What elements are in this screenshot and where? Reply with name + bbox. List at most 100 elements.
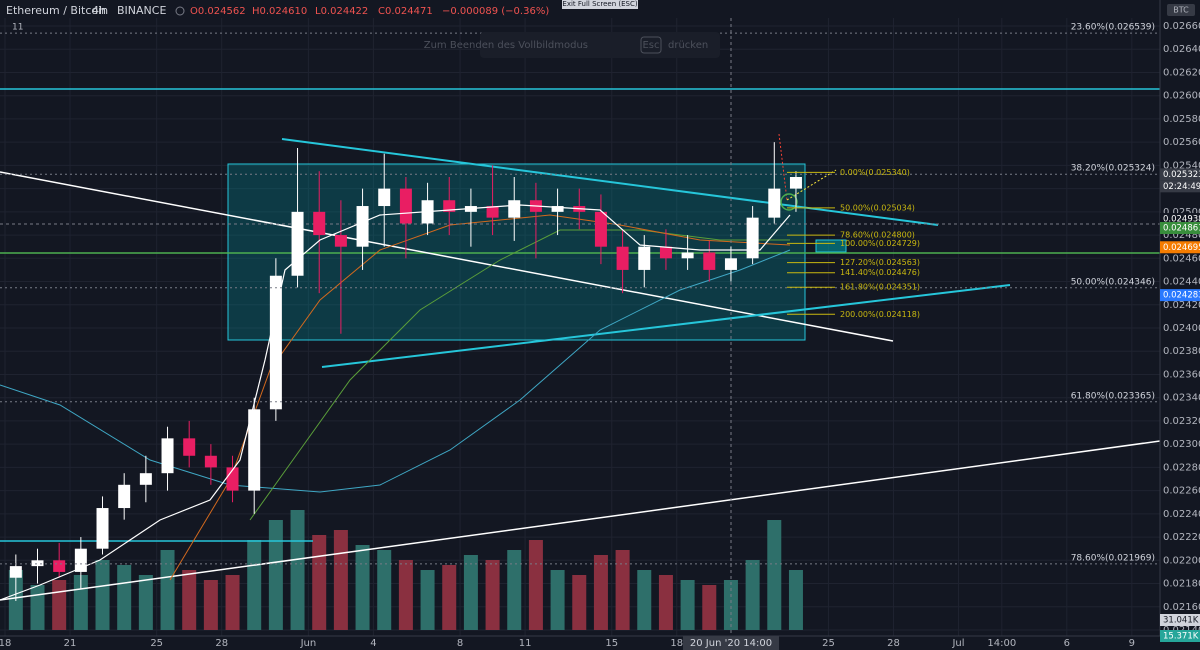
price-tag [1160,241,1200,254]
volume-tag [1160,614,1200,626]
ohlc-open: O0.024562 [190,6,246,17]
candle-body [356,206,369,247]
fib-label: 161.80%(0.024351) [840,283,920,292]
volume-bar [95,560,110,630]
currency-label: BTC [1173,6,1189,15]
volume-bar [550,570,565,630]
price-tag-label: 0.024938 [1163,215,1200,225]
fib-label: 38.20%(0.025324) [1071,164,1155,174]
ohlc-low: L0.024422 [315,6,368,17]
volume-bar [680,580,695,630]
candle-body [31,560,44,567]
ohlc-close: C0.024471 [378,6,433,17]
fib-label: 0.00%(0.025340) [840,168,910,177]
y-tick-label: 0.024400 [1163,277,1200,288]
candle-body [161,438,174,474]
y-tick-label: 0.022400 [1163,509,1200,520]
trend-line [0,171,894,342]
volume-bar [160,550,175,630]
y-tick-label: 0.023800 [1163,346,1200,357]
x-tick-label: 28 [215,638,228,649]
price-axis [1160,0,1200,650]
volume-bar [507,550,522,630]
volume-bar [485,560,500,630]
volume-bar [268,520,283,630]
hint-key [640,36,662,54]
candle-body [334,235,347,247]
moving-average [249,229,790,521]
y-tick-label: 0.025800 [1163,114,1200,125]
volume-bar [767,520,782,630]
volume-bar [593,555,608,630]
y-tick-label: 0.026200 [1163,67,1200,78]
fib-label: 23.60%(0.026539) [1071,23,1155,33]
x-tick-label: 6 [1064,638,1070,649]
volume-bar [723,580,738,630]
candle-body [638,246,651,270]
x-tick-label: 14:00 [987,638,1016,649]
indicator-count[interactable]: 11 [12,23,23,33]
candle-body [269,275,282,410]
fib-label: 50.00%(0.025034) [840,203,915,212]
trend-line [321,284,1011,368]
ohlc-high: H0.024610 [252,6,307,17]
moving-average [0,204,791,601]
volume-tag [1160,630,1200,642]
volume-bar [442,565,457,630]
volume-bar [355,545,370,630]
y-tick-label: 0.025600 [1163,137,1200,148]
currency-badge[interactable] [1167,4,1195,16]
candle-body [139,473,152,485]
y-tick-label: 0.026400 [1163,44,1200,55]
price-tag-label: 0.024695 [1163,243,1200,253]
trend-line [281,138,939,226]
x-tick-label: 4 [370,638,376,649]
y-tick-label: 0.023600 [1163,369,1200,380]
price-tag [1160,168,1200,181]
candle-body [291,211,304,276]
y-tick-label: 0.025000 [1163,207,1200,218]
volume-bar [117,565,132,630]
trend-line [0,440,1160,601]
x-tick-label: 9 [1129,638,1135,649]
volume-tag-label: 31.041K [1163,616,1199,626]
volume-bar [203,580,218,630]
candle-body [681,252,694,259]
fib-label: 141.40%(0.024476) [840,268,920,277]
y-tick-label: 0.023000 [1163,439,1200,450]
y-tick-label: 0.022200 [1163,532,1200,543]
candle-body [703,252,716,270]
crosshair-label: 20 Jun '20 14:00 [690,638,772,649]
volume-bar [247,540,262,630]
volume-bar [702,585,717,630]
x-tick-label: Jul [951,638,964,649]
x-tick-label: 28 [887,638,900,649]
candle-body [443,200,456,212]
candle-body [768,188,781,218]
y-tick-label: 0.023200 [1163,416,1200,427]
candle-body [746,217,759,259]
drawings [0,18,1160,635]
symbol: Ethereum / Bitcoin [6,4,108,17]
fib-label: 61.80%(0.023365) [1071,391,1155,401]
volume-bar [788,570,803,630]
exit-button-label[interactable]: Exit Full Screen (ESC) [562,0,637,8]
exit-button[interactable] [562,0,638,9]
candle-body [183,438,196,456]
countdown: 02:24:49 [1163,182,1200,192]
time-axis: 18 21 25 28 Jun 4 8 11 15 18 25 28 Jul 14:00 6 9 [0,638,1135,649]
candle-body [594,211,607,247]
projection [778,133,788,201]
volume-bar [312,535,327,630]
y-tick-label: 0.026600 [1163,21,1200,32]
x-tick-label: 25 [150,638,163,649]
y-tick-label: 0.025400 [1163,160,1200,171]
hint-key-label: Esc [642,40,659,51]
candle-body [248,409,261,491]
volume-bar [637,570,652,630]
status-dot [175,6,185,16]
y-tick-label: 0.024800 [1163,230,1200,241]
crosshair-tag [683,636,779,650]
volume-bar [290,510,305,630]
